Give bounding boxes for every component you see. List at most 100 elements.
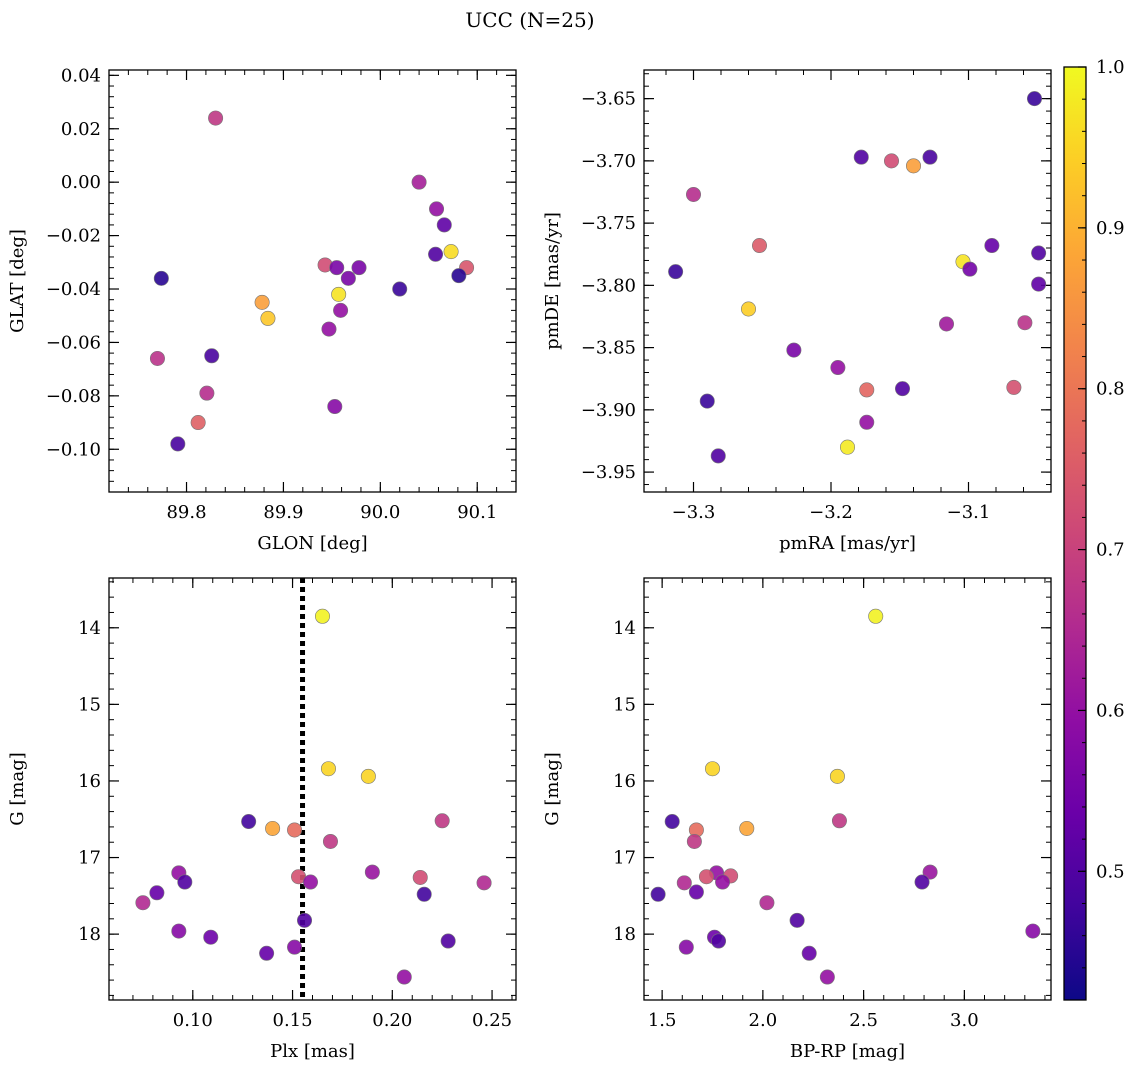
scatter-point xyxy=(664,814,680,830)
scatter-point xyxy=(411,174,427,190)
panel-plx-g: 0.10 0.15 0.20 0.25 14 15 16 17 18 Plx [mas] G [ma… xyxy=(7,577,517,1062)
x-tick-label: 0.25 xyxy=(472,1010,512,1031)
scatter-point xyxy=(751,238,767,254)
panel-bprp-g: 1.5 2.0 2.5 3.0 14 15 16 17 18 BP-RP [mag] G [mag] xyxy=(542,577,1052,1062)
scatter-point xyxy=(829,768,845,784)
major-ticks xyxy=(109,578,516,1000)
scatter-point xyxy=(434,813,450,829)
scatter-points xyxy=(668,91,1047,464)
scatter-point xyxy=(241,814,257,830)
scatter-point xyxy=(1006,379,1022,395)
x-tick-label: 2.5 xyxy=(849,1010,878,1031)
y-axis-label: GLAT [deg] xyxy=(7,229,28,333)
scatter-point xyxy=(1017,315,1033,331)
scatter-point xyxy=(149,350,165,366)
scatter-point xyxy=(883,153,899,169)
scatter-point xyxy=(297,912,313,928)
scatter-points xyxy=(650,608,1041,985)
axes-frame xyxy=(108,577,517,1001)
scatter-point xyxy=(984,238,1000,254)
y-tick-label: 0.02 xyxy=(61,119,101,140)
scatter-point xyxy=(894,381,910,397)
colorbar-tick-label: 0.6 xyxy=(1096,700,1125,721)
scatter-point xyxy=(839,439,855,455)
scatter-point xyxy=(739,820,755,836)
scatter-point xyxy=(135,895,151,911)
scatter-point xyxy=(868,608,884,624)
scatter-point xyxy=(1031,245,1047,261)
x-tick-label: −3.1 xyxy=(947,502,991,523)
x-axis-label: BP-RP [mag] xyxy=(790,1041,905,1062)
scatter-point xyxy=(476,875,492,891)
scatter-point xyxy=(340,270,356,286)
scatter-point xyxy=(710,448,726,464)
scatter-point xyxy=(688,884,704,900)
colorbar-gradient xyxy=(1064,67,1086,1000)
scatter-point xyxy=(831,813,847,829)
colorbar-tick-label: 0.7 xyxy=(1096,540,1125,561)
scatter-point xyxy=(830,360,846,376)
scatter-point xyxy=(416,886,432,902)
scatter-point xyxy=(190,415,206,431)
scatter-point xyxy=(789,912,805,928)
y-tick-label: −0.04 xyxy=(46,279,101,300)
scatter-point xyxy=(392,281,408,297)
scatter-point xyxy=(853,149,869,165)
y-tick-label: 15 xyxy=(78,694,101,715)
axes-frame xyxy=(108,69,517,493)
scatter-point xyxy=(331,286,347,302)
scatter-point xyxy=(699,393,715,409)
scatter-point xyxy=(905,158,921,174)
scatter-point xyxy=(208,110,224,126)
minor-ticks xyxy=(644,578,1051,1000)
scatter-point xyxy=(329,260,345,276)
scatter-point xyxy=(260,310,276,326)
y-tick-label: −3.95 xyxy=(581,462,636,483)
x-tick-label: −3.3 xyxy=(672,502,716,523)
x-axis-label: Plx [mas] xyxy=(270,1041,355,1062)
minor-ticks xyxy=(109,578,516,1000)
colorbar-tick-label: 0.5 xyxy=(1096,861,1125,882)
y-tick-label: −3.65 xyxy=(581,89,636,110)
scatter-point xyxy=(303,874,319,890)
scatter-point xyxy=(412,869,428,885)
y-tick-label: 17 xyxy=(613,848,636,869)
x-tick-label: 1.5 xyxy=(648,1010,677,1031)
y-axis-label: G [mag] xyxy=(542,752,563,825)
scatter-point xyxy=(786,342,802,358)
scatter-point xyxy=(443,244,459,260)
x-tick-label: 0.20 xyxy=(372,1010,412,1031)
y-tick-label: 0.04 xyxy=(61,65,101,86)
x-tick-label: 3.0 xyxy=(950,1010,979,1031)
scatter-point xyxy=(698,869,714,885)
scatter-point xyxy=(429,201,445,217)
scatter-point xyxy=(650,886,666,902)
scatter-point xyxy=(204,348,220,364)
y-tick-label: 15 xyxy=(613,694,636,715)
colorbar-tick-label: 0.9 xyxy=(1096,218,1125,239)
major-ticks xyxy=(109,70,516,492)
scatter-point xyxy=(287,939,303,955)
y-tick-label: −3.75 xyxy=(581,213,636,234)
y-tick-label: 16 xyxy=(78,771,101,792)
scatter-point xyxy=(686,833,702,849)
scatter-point xyxy=(859,382,875,398)
scatter-point xyxy=(265,820,281,836)
scatter-point xyxy=(668,264,684,280)
y-tick-label: 14 xyxy=(78,618,101,639)
scatter-point xyxy=(914,874,930,890)
x-tick-label: 90.1 xyxy=(457,502,497,523)
panel-glon-glat: 89.8 89.9 90.0 90.1 −0.10 −0.08 −0.06 −0.04 −0.0… xyxy=(7,65,517,554)
scatter-point xyxy=(153,270,169,286)
y-tick-label: −3.80 xyxy=(581,275,636,296)
panel-pmra-pmde: −3.3 −3.2 −3.1 −3.95 −3.90 −3.85 −3.80 −3.75 −3.… xyxy=(542,69,1052,554)
y-tick-label: −0.02 xyxy=(46,226,101,247)
scatter-point xyxy=(678,939,694,955)
scatter-point xyxy=(364,864,380,880)
scatter-point xyxy=(715,874,731,890)
scatter-point xyxy=(321,321,337,337)
scatter-points xyxy=(149,110,475,452)
scatter-point xyxy=(685,186,701,202)
major-ticks xyxy=(644,70,1051,492)
colorbar-tick-label: 0.8 xyxy=(1096,379,1125,400)
